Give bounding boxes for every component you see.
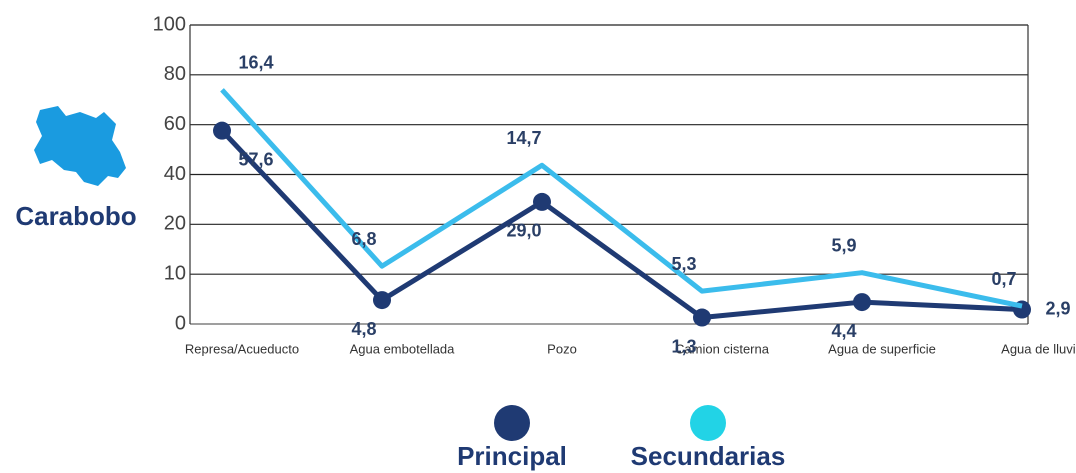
value-label: 4,4 <box>831 321 856 341</box>
value-label: 5,3 <box>671 254 696 274</box>
series-line <box>220 88 1023 309</box>
point-marker <box>213 121 231 140</box>
value-label: 14,7 <box>506 128 541 148</box>
point-marker <box>853 293 871 312</box>
point-marker <box>693 308 711 327</box>
point-marker <box>533 192 551 211</box>
x-tick-label: Camion cisterna <box>675 341 770 356</box>
region-map <box>34 106 126 186</box>
region-name: Carabobo <box>15 201 136 231</box>
y-tick-label: 10 <box>164 262 186 284</box>
value-label: 4,8 <box>351 319 376 339</box>
series-line <box>220 128 1023 321</box>
legend-swatch <box>690 405 726 441</box>
value-label: 1,3 <box>671 336 696 356</box>
value-label: 0,7 <box>991 269 1016 289</box>
y-tick-label: 100 <box>153 13 186 35</box>
x-tick-label: Agua de superficie <box>828 341 936 356</box>
y-tick-label: 40 <box>164 163 186 185</box>
x-tick-label: Represa/Acueducto <box>185 341 299 356</box>
y-tick-label: 60 <box>164 113 186 135</box>
point-marker <box>373 291 391 310</box>
y-tick-label: 20 <box>164 213 186 235</box>
value-label: 6,8 <box>351 229 376 249</box>
y-tick-label: 80 <box>164 63 186 85</box>
value-label: 5,9 <box>831 235 856 255</box>
value-label: 16,4 <box>238 53 273 73</box>
x-tick-label: Agua de lluvia <box>1001 341 1076 356</box>
legend-swatch <box>494 405 530 441</box>
value-label: 2,9 <box>1045 298 1070 318</box>
legend-label: Principal <box>457 441 567 471</box>
x-tick-label: Pozo <box>547 341 577 356</box>
legend-label: Secundarias <box>631 441 786 471</box>
value-label: 29,0 <box>506 221 541 241</box>
x-tick-label: Agua embotellada <box>350 341 456 356</box>
value-label: 57,6 <box>238 149 273 169</box>
y-tick-label: 0 <box>175 312 186 334</box>
